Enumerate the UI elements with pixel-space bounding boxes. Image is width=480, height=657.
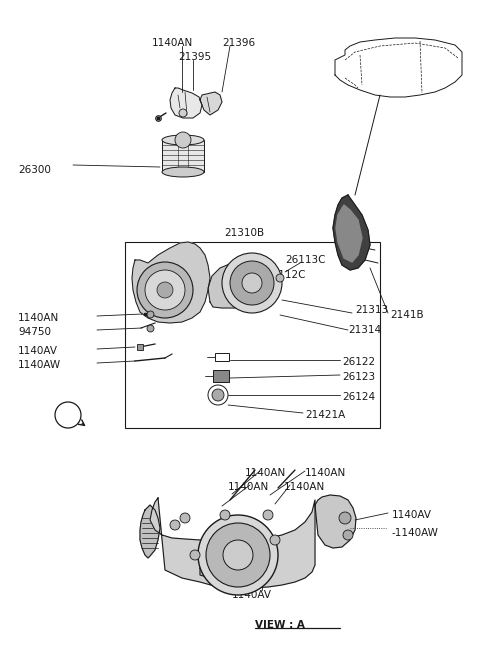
Polygon shape	[333, 195, 370, 270]
Polygon shape	[336, 205, 362, 262]
Circle shape	[145, 270, 185, 310]
Circle shape	[276, 274, 284, 282]
Text: 26113C: 26113C	[285, 255, 325, 265]
Circle shape	[198, 515, 278, 595]
Circle shape	[175, 132, 191, 148]
Ellipse shape	[162, 167, 204, 177]
Circle shape	[212, 389, 224, 401]
Bar	[213, 370, 229, 382]
Text: 1140AV: 1140AV	[18, 346, 58, 356]
Circle shape	[263, 510, 273, 520]
Circle shape	[230, 261, 274, 305]
Circle shape	[208, 385, 228, 405]
Text: 94750: 94750	[18, 327, 51, 337]
Polygon shape	[200, 92, 222, 115]
Text: 21395: 21395	[178, 52, 211, 62]
Circle shape	[157, 282, 173, 298]
Bar	[215, 353, 229, 361]
Circle shape	[55, 402, 81, 428]
Circle shape	[170, 520, 180, 530]
Text: 2141B: 2141B	[390, 310, 424, 320]
Circle shape	[180, 513, 190, 523]
Polygon shape	[315, 495, 356, 548]
Polygon shape	[132, 242, 210, 323]
Circle shape	[220, 510, 230, 520]
Ellipse shape	[162, 135, 204, 145]
Circle shape	[206, 523, 270, 587]
Circle shape	[339, 512, 351, 524]
Text: 21313: 21313	[355, 305, 388, 315]
Text: 1140AV: 1140AV	[232, 590, 272, 600]
Text: 21421A: 21421A	[305, 410, 345, 420]
Text: 1140AV: 1140AV	[392, 510, 432, 520]
Text: 26300: 26300	[18, 165, 51, 175]
Circle shape	[137, 262, 193, 318]
Text: 26112C: 26112C	[265, 270, 305, 280]
Text: 1140AW: 1140AW	[18, 360, 61, 370]
Text: 1140AN: 1140AN	[284, 482, 325, 492]
Text: 26123: 26123	[342, 372, 375, 382]
Text: VIEW : A: VIEW : A	[255, 620, 305, 630]
Bar	[162, 140, 204, 172]
Polygon shape	[200, 550, 270, 580]
Text: 26124: 26124	[342, 392, 375, 402]
Text: 1140AN: 1140AN	[152, 38, 193, 48]
Text: 1140AN: 1140AN	[305, 468, 346, 478]
Text: 1140AN: 1140AN	[18, 313, 59, 323]
Text: 21310B: 21310B	[224, 228, 264, 238]
Polygon shape	[208, 260, 278, 308]
Text: 21396: 21396	[222, 38, 255, 48]
Text: 1140AN: 1140AN	[228, 482, 269, 492]
Text: A: A	[64, 410, 72, 420]
Polygon shape	[170, 88, 202, 118]
Circle shape	[179, 109, 187, 117]
Polygon shape	[150, 498, 315, 588]
Text: 1140AN: 1140AN	[245, 468, 286, 478]
Circle shape	[223, 540, 253, 570]
Text: 21314: 21314	[348, 325, 381, 335]
Polygon shape	[140, 505, 160, 558]
Circle shape	[222, 253, 282, 313]
Circle shape	[270, 535, 280, 545]
Circle shape	[190, 550, 200, 560]
Circle shape	[343, 530, 353, 540]
Bar	[125, 242, 380, 428]
Text: -1140AW: -1140AW	[392, 528, 439, 538]
Circle shape	[242, 273, 262, 293]
Text: 26122: 26122	[342, 357, 375, 367]
